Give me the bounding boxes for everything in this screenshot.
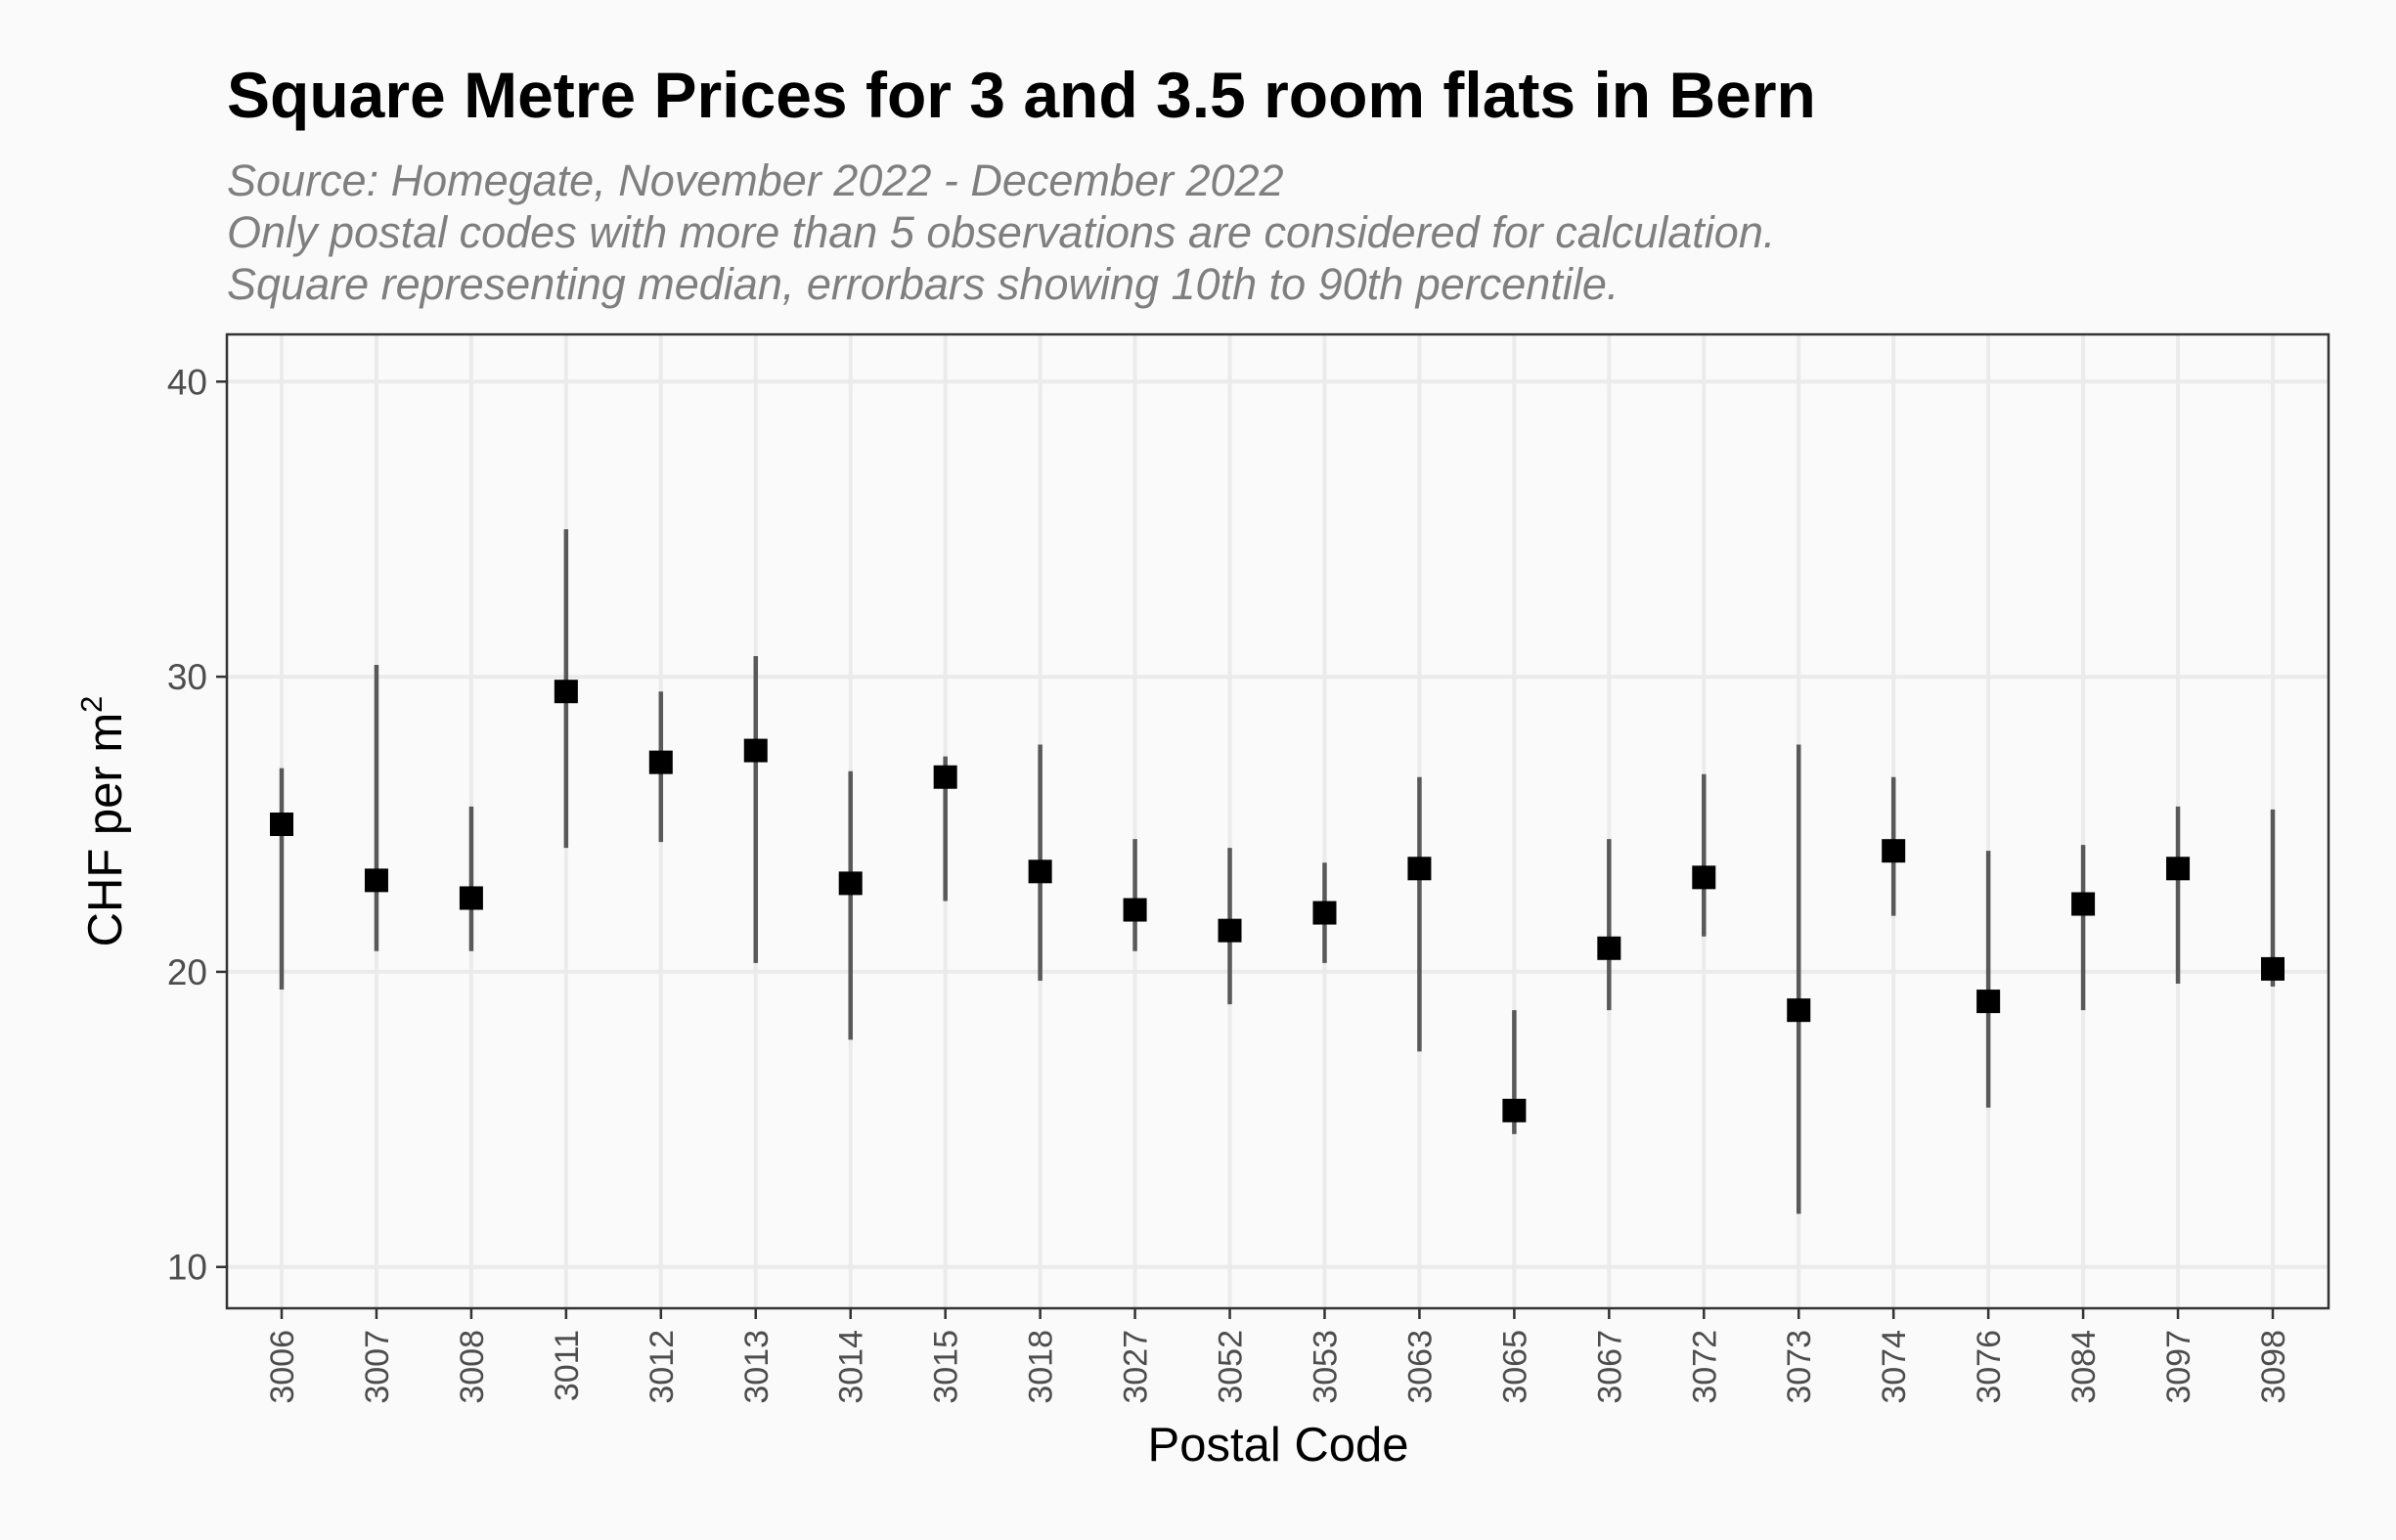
x-tick-label-3018: 3018 <box>1023 1330 1060 1404</box>
errorbar-layer <box>279 529 2276 1214</box>
median-point-3072 <box>1692 865 1716 890</box>
x-tick-label-3072: 3072 <box>1686 1330 1723 1404</box>
median-point-3076 <box>1976 990 2001 1014</box>
x-tick-label-3011: 3011 <box>549 1330 586 1401</box>
y-tick-label-20: 20 <box>167 952 207 992</box>
x-tick-label-3063: 3063 <box>1401 1330 1439 1404</box>
chart-subtitle-line-2: Only postal codes with more than 5 obser… <box>227 207 1775 257</box>
grid-layer <box>227 334 2329 1308</box>
median-point-3015 <box>933 765 957 789</box>
x-tick-label-3052: 3052 <box>1213 1330 1250 1404</box>
x-tick-label-3014: 3014 <box>833 1330 870 1404</box>
median-point-3012 <box>648 750 673 774</box>
median-point-3074 <box>1882 839 1906 863</box>
x-tick-label-3013: 3013 <box>738 1330 776 1404</box>
x-tick-label-3053: 3053 <box>1307 1330 1344 1404</box>
y-axis-title-superscript: 2 <box>74 696 109 713</box>
x-tick-label-3006: 3006 <box>264 1330 301 1404</box>
median-point-3098 <box>2261 956 2285 981</box>
x-tick-label-3084: 3084 <box>2065 1330 2103 1404</box>
x-tick-label-3098: 3098 <box>2255 1330 2292 1404</box>
x-tick-label-3065: 3065 <box>1496 1330 1533 1404</box>
chart-title: Square Metre Prices for 3 and 3.5 room f… <box>227 59 1816 131</box>
median-point-3007 <box>364 868 388 893</box>
median-point-3011 <box>554 680 578 704</box>
median-point-3073 <box>1787 998 1811 1023</box>
median-point-3006 <box>270 813 293 837</box>
y-axis-title: CHF per m2 <box>74 696 132 947</box>
median-point-3067 <box>1597 936 1621 960</box>
plot-panel-border <box>225 332 2330 1310</box>
y-tick-label-10: 10 <box>167 1248 207 1288</box>
median-point-3065 <box>1502 1098 1527 1122</box>
x-tick-label-3015: 3015 <box>928 1330 965 1404</box>
median-point-3097 <box>2166 857 2191 881</box>
y-tick-label-30: 30 <box>167 657 207 697</box>
median-point-3063 <box>1407 857 1432 881</box>
axis-layer: 10 20 30 40 3006 3007 3008 3011 3012 3013 3014 3015… <box>167 362 2292 1403</box>
x-tick-label-3012: 3012 <box>643 1330 681 1404</box>
x-tick-label-3067: 3067 <box>1591 1330 1628 1404</box>
median-point-3008 <box>459 886 483 910</box>
median-point-3013 <box>743 738 768 763</box>
x-tick-label-3074: 3074 <box>1876 1330 1913 1404</box>
x-tick-label-3027: 3027 <box>1118 1330 1155 1404</box>
median-point-3018 <box>1028 859 1052 884</box>
y-tick-label-40: 40 <box>167 362 207 402</box>
median-point-3014 <box>838 871 863 896</box>
median-point-3084 <box>2071 892 2096 916</box>
median-point-3053 <box>1312 901 1337 925</box>
median-point-3027 <box>1123 898 1147 922</box>
median-point-layer <box>270 680 2285 1122</box>
chart-subtitle-line-1: Source: Homegate, November 2022 - Decemb… <box>227 155 1284 205</box>
x-tick-label-3073: 3073 <box>1781 1330 1818 1404</box>
x-axis-title: Postal Code <box>1148 1419 1409 1472</box>
x-tick-label-3007: 3007 <box>359 1330 396 1404</box>
x-tick-label-3097: 3097 <box>2160 1330 2197 1404</box>
x-tick-label-3008: 3008 <box>454 1330 491 1404</box>
y-axis-title-main: CHF per m <box>79 713 132 947</box>
chart-subtitle-line-3: Square representing median, errorbars sh… <box>227 259 1619 309</box>
median-point-3052 <box>1218 918 1242 943</box>
x-tick-label-3076: 3076 <box>1971 1330 2008 1404</box>
